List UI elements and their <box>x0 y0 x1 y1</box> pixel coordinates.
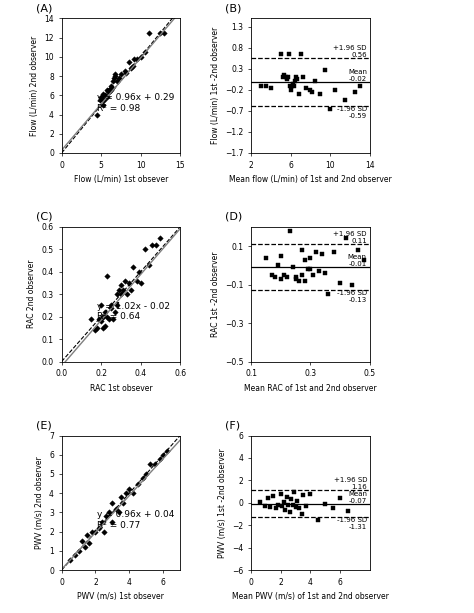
Text: -1.96 SD
-1.31: -1.96 SD -1.31 <box>337 517 367 530</box>
Text: y = 1.02x - 0.02
R² = 0.64: y = 1.02x - 0.02 R² = 0.64 <box>97 302 170 321</box>
Text: y = 0.96x + 0.04
R² = 0.77: y = 0.96x + 0.04 R² = 0.77 <box>97 510 174 530</box>
X-axis label: Mean flow (L/min) of 1st and 2nd observer: Mean flow (L/min) of 1st and 2nd observe… <box>229 175 392 184</box>
Text: +1.96 SD
0.56: +1.96 SD 0.56 <box>333 45 367 58</box>
X-axis label: Mean RAC of 1st and 2nd observer: Mean RAC of 1st and 2nd observer <box>244 384 377 393</box>
Text: y = 0.96x + 0.29
R² = 0.98: y = 0.96x + 0.29 R² = 0.98 <box>97 93 174 113</box>
Text: (C): (C) <box>36 211 52 221</box>
Text: Mean
-0.02: Mean -0.02 <box>348 69 367 82</box>
Y-axis label: RAC 1st -2nd observer: RAC 1st -2nd observer <box>210 251 219 337</box>
Y-axis label: PWV (m/s) 1st -2nd observer: PWV (m/s) 1st -2nd observer <box>218 448 227 558</box>
X-axis label: PWV (m/s) 1st obsever: PWV (m/s) 1st obsever <box>77 592 164 601</box>
X-axis label: Mean PWV (m/s) of 1st and 2nd observer: Mean PWV (m/s) of 1st and 2nd observer <box>232 592 389 601</box>
Text: +1.96 SD
0.11: +1.96 SD 0.11 <box>333 231 367 244</box>
Text: -1.96 SD
-0.59: -1.96 SD -0.59 <box>337 106 367 120</box>
X-axis label: RAC 1st obsever: RAC 1st obsever <box>90 384 152 393</box>
Text: (A): (A) <box>36 3 52 13</box>
Y-axis label: Flow (L/min) 1st -2nd observer: Flow (L/min) 1st -2nd observer <box>210 27 219 144</box>
Text: (B): (B) <box>225 3 242 13</box>
Text: +1.96 SD
1.16: +1.96 SD 1.16 <box>334 477 367 490</box>
Text: -1.96 SD
-0.13: -1.96 SD -0.13 <box>337 291 367 303</box>
X-axis label: Flow (L/min) 1st obsever: Flow (L/min) 1st obsever <box>73 175 168 184</box>
Y-axis label: PWV (m/s) 2nd observer: PWV (m/s) 2nd observer <box>35 457 44 549</box>
Text: Mean
-0.01: Mean -0.01 <box>348 254 367 267</box>
Text: (F): (F) <box>225 420 240 430</box>
Y-axis label: Flow (L/min) 2nd observer: Flow (L/min) 2nd observer <box>30 36 39 136</box>
Text: Mean
-0.07: Mean -0.07 <box>348 490 367 504</box>
Text: (E): (E) <box>36 420 51 430</box>
Text: (D): (D) <box>225 211 242 221</box>
Y-axis label: RAC 2nd observer: RAC 2nd observer <box>27 260 36 329</box>
